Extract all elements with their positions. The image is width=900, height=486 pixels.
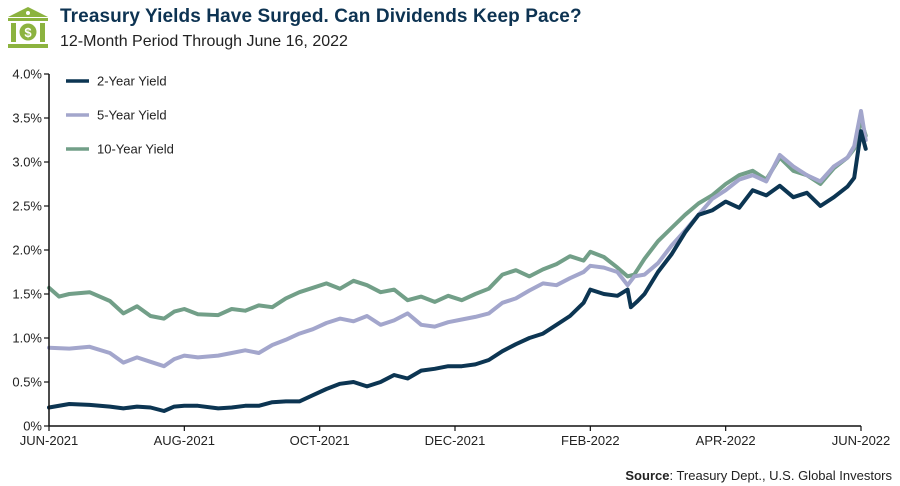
x-tick-label: DEC-2021 [425, 433, 486, 448]
y-tick-label: 2.0% [12, 243, 42, 258]
legend-label: 10-Year Yield [97, 142, 174, 157]
svg-text:$: $ [24, 25, 32, 40]
legend-label: 2-Year Yield [97, 74, 167, 89]
x-tick-label: JUN-2021 [20, 433, 79, 448]
y-tick-label: 3.5% [12, 111, 42, 126]
y-tick-label: 0% [23, 419, 42, 434]
y-tick-label: 1.0% [12, 331, 42, 346]
y-tick-label: 0.5% [12, 375, 42, 390]
legend-item-2-year-yield: 2-Year Yield [66, 74, 167, 89]
x-tick-label: FEB-2022 [561, 433, 620, 448]
y-tick-label: 2.5% [12, 199, 42, 214]
source-text: : Treasury Dept., U.S. Global Investors [669, 468, 892, 483]
series-line-10-year-yield [47, 117, 868, 321]
legend: 2-Year Yield 5-Year Yield 10-Year Yield [66, 74, 174, 157]
x-tick-label: AUG-2021 [154, 433, 215, 448]
series-layer [47, 109, 868, 413]
legend-item-5-year-yield: 5-Year Yield [66, 108, 167, 123]
y-tick-label: 1.5% [12, 287, 42, 302]
series-line-5-year-yield [47, 109, 868, 369]
chart-subtitle: 12-Month Period Through June 16, 2022 [60, 33, 348, 50]
x-tick-label: OCT-2021 [290, 433, 350, 448]
x-tick-label: APR-2022 [696, 433, 756, 448]
legend-label: 5-Year Yield [97, 108, 167, 123]
legend-item-10-year-yield: 10-Year Yield [66, 142, 174, 157]
x-tick-label: JUN-2022 [832, 433, 891, 448]
source-label: Source [625, 468, 670, 483]
y-tick-label: 3.0% [12, 155, 42, 170]
y-tick-label: 4.0% [12, 67, 42, 82]
series-line-2-year-yield [47, 129, 868, 413]
source-note: Source: Treasury Dept., U.S. Global Inve… [625, 468, 892, 483]
chart-title: Treasury Yields Have Surged. Can Dividen… [60, 6, 582, 27]
axes-layer: 0% 0.5% 1.0% 1.5% 2.0% 2.5% 3.0% 3.5% 4.0% JUN-20… [12, 67, 890, 449]
bank-dollar-icon: $ [8, 7, 48, 48]
